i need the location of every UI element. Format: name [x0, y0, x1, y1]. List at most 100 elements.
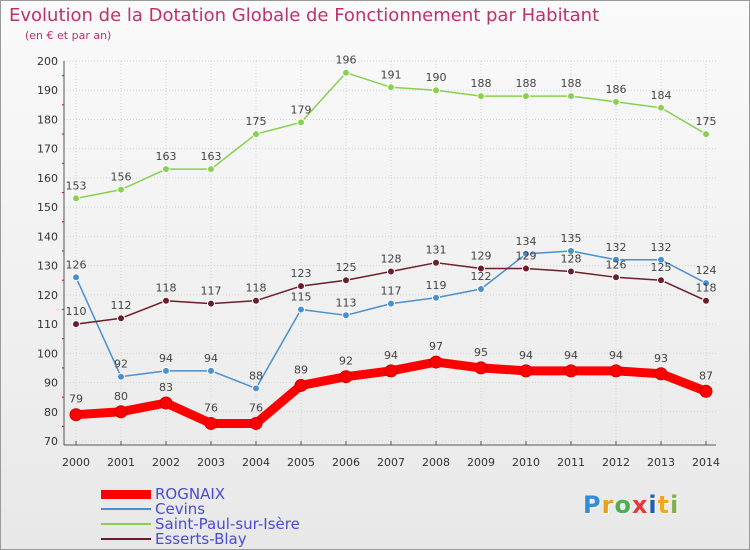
data-point	[657, 255, 665, 264]
legend-label-cevins: Cevins	[155, 500, 206, 518]
data-point	[252, 296, 260, 305]
y-tick-label: 190	[37, 84, 58, 97]
data-point	[387, 83, 395, 92]
data-point	[702, 296, 710, 305]
data-point	[69, 408, 83, 422]
data-label: 131	[426, 244, 447, 257]
data-label: 179	[291, 103, 312, 116]
chart-subtitle: (en € et par an)	[25, 29, 112, 42]
data-label: 93	[654, 352, 668, 365]
data-point	[339, 370, 353, 384]
logo-letter: x	[631, 491, 649, 519]
y-tick-label: 110	[37, 318, 58, 331]
data-point	[387, 299, 395, 308]
data-label: 94	[159, 352, 173, 365]
y-tick-label: 150	[37, 201, 58, 214]
data-label: 119	[426, 279, 447, 292]
y-tick-label: 170	[37, 143, 58, 156]
data-point	[342, 276, 350, 285]
data-point	[207, 299, 215, 308]
data-label: 126	[606, 258, 627, 271]
data-point	[477, 92, 485, 101]
y-tick-label: 140	[37, 230, 58, 243]
data-label: 123	[291, 267, 312, 280]
data-point	[342, 68, 350, 77]
legend-swatch-cevins	[101, 508, 151, 510]
x-tick-label: 2006	[332, 456, 360, 469]
data-label: 94	[204, 352, 218, 365]
data-label: 97	[429, 340, 443, 353]
legend-swatch-rognaix	[101, 490, 151, 499]
data-label: 118	[246, 282, 267, 295]
y-tick-label: 200	[37, 55, 58, 68]
data-point	[612, 273, 620, 282]
data-label: 188	[471, 77, 492, 90]
data-label: 80	[114, 390, 128, 403]
data-label: 94	[609, 349, 623, 362]
data-label: 112	[111, 299, 132, 312]
data-label: 128	[381, 252, 402, 265]
data-label: 153	[66, 179, 87, 192]
data-point	[252, 130, 260, 139]
data-label: 188	[561, 77, 582, 90]
data-label: 118	[156, 282, 177, 295]
data-point	[72, 320, 80, 329]
data-label: 163	[201, 150, 222, 163]
data-label: 175	[246, 115, 267, 128]
data-point	[159, 396, 173, 410]
data-point	[657, 276, 665, 285]
data-point	[612, 97, 620, 106]
y-tick-label: 100	[37, 347, 58, 360]
legend-swatch-esserts-blay	[101, 538, 151, 540]
data-label: 122	[471, 270, 492, 283]
data-point	[72, 194, 80, 203]
data-point	[699, 384, 713, 398]
data-point	[432, 293, 440, 302]
data-point	[294, 378, 308, 392]
data-point	[522, 249, 530, 258]
data-label: 117	[381, 285, 402, 298]
x-tick-label: 2002	[152, 456, 180, 469]
data-point	[612, 255, 620, 264]
data-label: 88	[249, 369, 263, 382]
data-point	[474, 361, 488, 375]
data-point	[297, 305, 305, 314]
data-label: 113	[336, 296, 357, 309]
series-lines	[69, 68, 713, 430]
logo-letter: P	[583, 491, 602, 519]
data-point	[702, 279, 710, 288]
axes: 7080901001101201301401501601701801902002…	[37, 55, 720, 469]
data-label: 132	[651, 241, 672, 254]
data-point	[117, 314, 125, 323]
data-label: 92	[114, 358, 128, 371]
proxiti-logo: Proxiti	[583, 491, 679, 519]
x-tick-label: 2009	[467, 456, 495, 469]
x-tick-label: 2014	[692, 456, 720, 469]
data-label: 94	[519, 349, 533, 362]
data-label: 196	[336, 54, 357, 67]
x-tick-label: 2013	[647, 456, 675, 469]
data-point	[657, 103, 665, 112]
legend-label-rognaix: ROGNAIX	[155, 485, 226, 503]
data-point	[432, 86, 440, 95]
data-point	[72, 273, 80, 282]
data-label: 83	[159, 381, 173, 394]
legend-label-esserts-blay: Esserts-Blay	[155, 530, 247, 548]
data-point	[519, 364, 533, 378]
data-label: 125	[651, 261, 672, 274]
data-point	[162, 296, 170, 305]
data-point	[204, 416, 218, 430]
x-tick-label: 2005	[287, 456, 315, 469]
y-tick-label: 180	[37, 113, 58, 126]
data-point	[207, 165, 215, 174]
y-tick-label: 160	[37, 172, 58, 185]
chart-title: Evolution de la Dotation Globale de Fonc…	[9, 5, 600, 26]
data-point	[117, 185, 125, 194]
x-tick-label: 2011	[557, 456, 585, 469]
data-point	[567, 247, 575, 255]
data-point	[654, 367, 668, 381]
data-label: 117	[201, 285, 222, 298]
data-point	[477, 264, 485, 273]
